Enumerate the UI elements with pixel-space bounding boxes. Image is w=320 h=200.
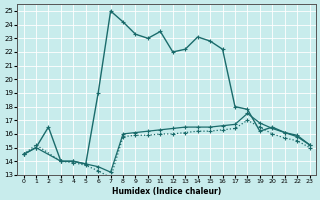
X-axis label: Humidex (Indice chaleur): Humidex (Indice chaleur) [112, 187, 221, 196]
